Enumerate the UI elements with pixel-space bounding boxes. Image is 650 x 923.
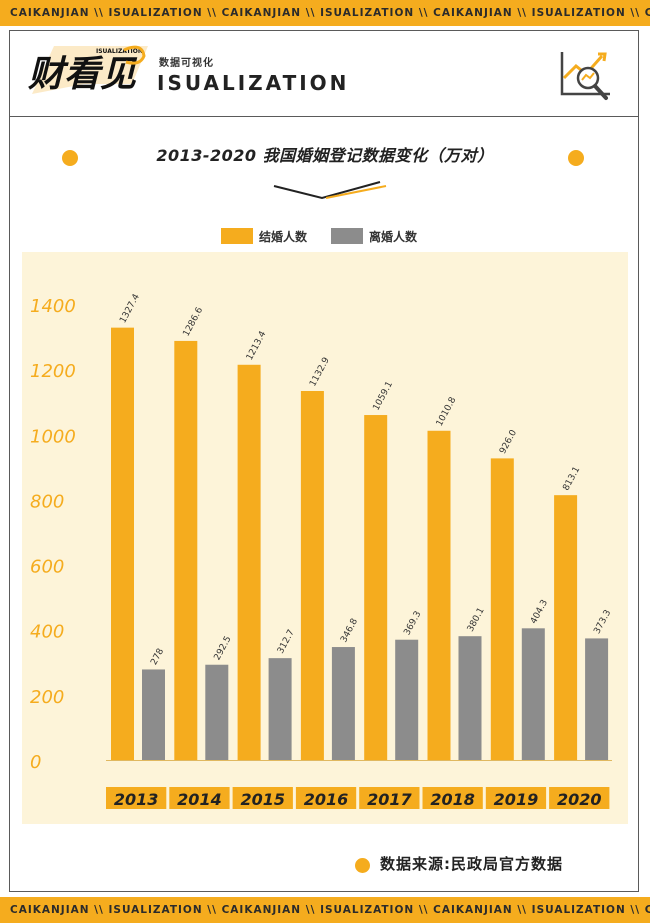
- chart-title: 2013-2020 我国婚姻登记数据变化（万对）: [156, 146, 494, 165]
- content-frame: [9, 30, 639, 892]
- x-tick-box: [359, 787, 420, 809]
- data-label-marriage: 926.0: [498, 428, 519, 456]
- source-dot: [355, 858, 370, 873]
- x-tick-label: 2014: [177, 790, 222, 809]
- data-label-divorce: 373.3: [592, 608, 613, 635]
- legend-label-divorce: 离婚人数: [369, 229, 418, 244]
- logo-text: 财看见: [28, 54, 138, 95]
- legend-swatch-marriage: [221, 228, 253, 244]
- data-label-marriage: 1286.6: [182, 306, 206, 339]
- data-label-marriage: 1010.8: [435, 395, 459, 428]
- legend-item-divorce: 离婚人数: [331, 226, 417, 246]
- chart-title-row: 2013-2020 我国婚姻登记数据变化（万对）: [0, 142, 650, 166]
- data-label-marriage: 1327.4: [118, 292, 142, 325]
- bar-divorce: [395, 639, 419, 760]
- data-label-divorce: 312.7: [276, 628, 297, 655]
- data-label-divorce: 292.5: [213, 635, 234, 662]
- y-tick-label: 400: [30, 622, 64, 643]
- y-tick-label: 1400: [30, 296, 76, 317]
- bar-divorce: [205, 664, 229, 760]
- legend-item-marriage: 结婚人数: [221, 226, 307, 246]
- data-label-divorce: 346.8: [339, 617, 360, 645]
- y-tick-label: 1200: [30, 361, 76, 382]
- data-label-divorce: 404.3: [529, 598, 550, 625]
- bar-marriage: [490, 458, 514, 760]
- brand-subtitle: 数据可视化: [159, 58, 214, 69]
- x-tick-label: 2015: [240, 790, 285, 809]
- x-tick-box: [485, 787, 547, 809]
- data-label-marriage: 813.1: [561, 465, 582, 492]
- bar-marriage: [364, 415, 388, 760]
- x-tick-label: 2013: [114, 790, 159, 809]
- bar-marriage: [554, 495, 578, 760]
- data-label-marriage: 1213.4: [245, 329, 269, 362]
- legend-swatch-divorce: [331, 228, 363, 244]
- logo-small-text: ISUALIZATION: [96, 48, 143, 55]
- bar-divorce: [521, 628, 545, 760]
- bar-divorce: [458, 636, 482, 760]
- bar-divorce: [585, 638, 609, 760]
- brand-wordmark: ISUALIZATION: [157, 71, 350, 95]
- x-tick-label: 2018: [430, 790, 475, 809]
- header-divider: [9, 116, 639, 117]
- x-tick-label: 2016: [304, 790, 349, 809]
- y-tick-label: 1000: [30, 426, 76, 447]
- title-dot-right: [568, 150, 584, 166]
- top-banner: CAIKANJIAN \\ ISUALIZATION \\ CAIKANJIAN…: [0, 0, 650, 26]
- data-label-divorce: 369.3: [403, 610, 424, 637]
- data-label-marriage: 1059.1: [372, 380, 396, 413]
- logo-mark: 财看见 ISUALIZATION: [28, 45, 148, 95]
- title-decoration: [273, 181, 387, 200]
- data-label-divorce: 278: [149, 647, 166, 667]
- banner-text-bottom: CAIKANJIAN \\ ISUALIZATION \\ CAIKANJIAN…: [10, 904, 650, 916]
- x-tick-label: 2019: [494, 790, 539, 809]
- title-dot-left: [62, 150, 78, 166]
- legend-label-marriage: 结婚人数: [259, 229, 308, 244]
- x-tick-box: [422, 787, 483, 809]
- x-tick-box: [549, 787, 610, 809]
- bottom-banner: CAIKANJIAN \\ ISUALIZATION \\ CAIKANJIAN…: [0, 897, 650, 923]
- x-tick-box: [295, 787, 357, 809]
- data-label-divorce: 380.1: [466, 606, 487, 633]
- bar-divorce: [142, 669, 165, 760]
- bar-marriage: [237, 364, 261, 760]
- x-tick-box: [106, 787, 167, 809]
- x-tick-label: 2020: [557, 790, 602, 809]
- y-tick-label: 200: [30, 687, 64, 708]
- data-label-marriage: 1132.9: [308, 356, 332, 389]
- bar-marriage: [427, 430, 451, 760]
- x-tick-label: 2017: [367, 790, 412, 809]
- y-tick-label: 600: [30, 557, 64, 578]
- y-tick-label: 800: [30, 491, 64, 512]
- bar-divorce: [268, 658, 292, 760]
- bar-marriage: [111, 327, 134, 760]
- x-tick-box: [232, 787, 293, 809]
- y-tick-label: 0: [30, 752, 41, 773]
- banner-text: CAIKANJIAN \\ ISUALIZATION \\ CAIKANJIAN…: [10, 7, 650, 19]
- bar-marriage: [174, 340, 198, 760]
- bar-marriage: [300, 390, 324, 760]
- bar-divorce: [331, 647, 355, 760]
- chart-legend: 结婚人数 离婚人数: [0, 226, 650, 246]
- data-source: 数据来源:民政局官方数据: [380, 855, 563, 873]
- x-tick-box: [169, 787, 230, 809]
- chart-magnifier-icon: [560, 52, 610, 100]
